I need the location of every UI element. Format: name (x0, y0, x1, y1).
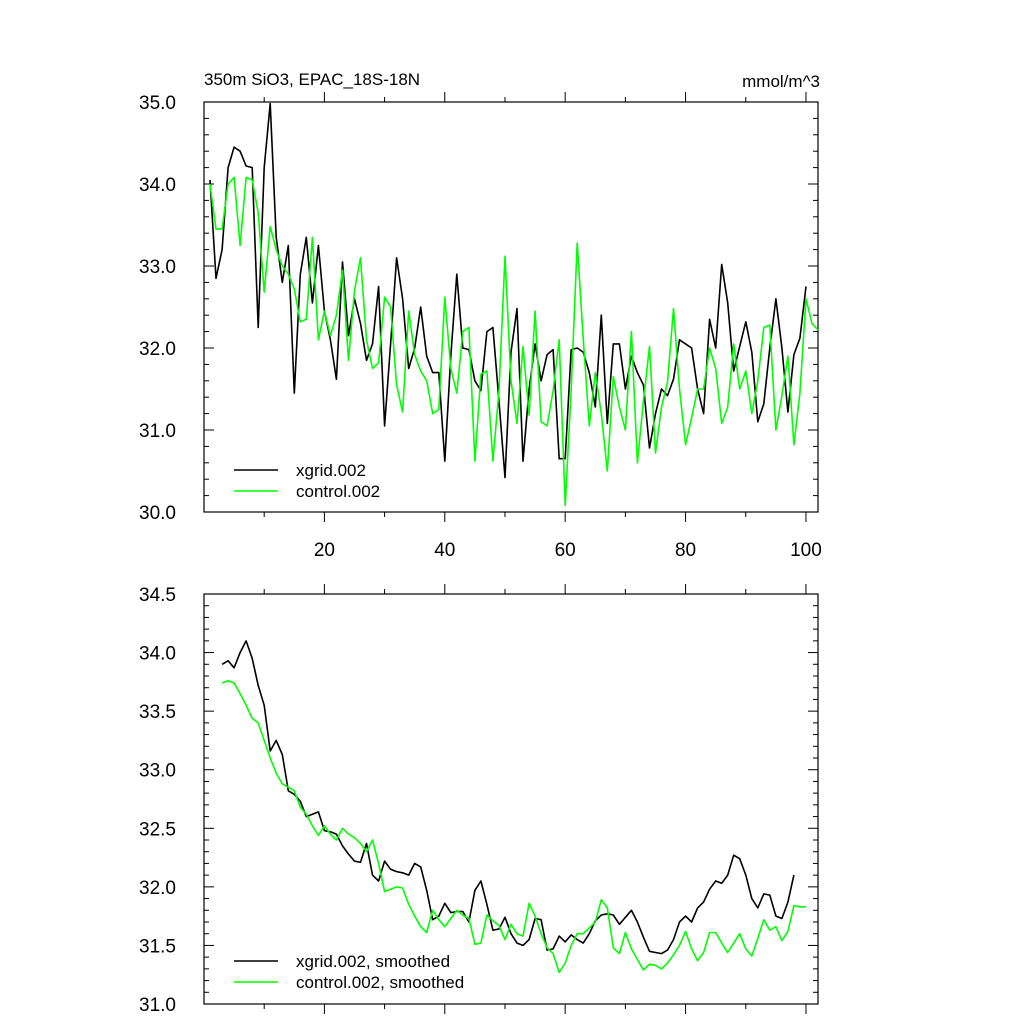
top-legend: xgrid.002 control.002 (234, 461, 380, 501)
top-chart-title: 350m SiO3, EPAC_18S-18N (204, 70, 420, 89)
top-legend-label-xgrid: xgrid.002 (296, 461, 366, 480)
top-ytick-label: 30.0 (139, 503, 176, 524)
bottom-axis-ticks: 34.5 34.0 33.5 33.0 32.5 32.0 31.5 31.0 (139, 584, 818, 1016)
bottom-series-line-xgrid (221, 640, 795, 955)
bottom-legend-label-xgrid: xgrid.002, smoothed (296, 952, 450, 971)
bottom-legend-label-control: control.002, smoothed (296, 973, 464, 992)
top-xtick-label: 100 (790, 540, 822, 561)
bottom-ytick-label: 31.5 (139, 936, 176, 957)
bottom-legend: xgrid.002, smoothed control.002, smoothe… (234, 952, 464, 992)
top-xtick-label: 80 (675, 540, 696, 561)
top-series-group (209, 102, 819, 507)
top-xtick-label: 40 (434, 540, 455, 561)
bottom-ytick-label: 33.0 (139, 761, 176, 782)
top-ytick-label: 31.0 (139, 421, 176, 442)
top-chart-units: mmol/m^3 (742, 72, 820, 91)
bottom-ytick-label: 32.5 (139, 819, 176, 840)
top-xtick-label: 60 (555, 540, 576, 561)
top-ytick-label: 34.0 (139, 175, 176, 196)
top-panel: 350m SiO3, EPAC_18S-18N mmol/m^3 35.0 34.… (139, 70, 822, 561)
bottom-panel: 34.5 34.0 33.5 33.0 32.5 32.0 31.5 31.0 xgrid.0… (139, 584, 819, 1016)
top-axis-ticks: 35.0 34.0 33.0 32.0 31.0 30.0 20 40 60 80 100 (139, 92, 822, 561)
bottom-ytick-label: 34.0 (139, 644, 176, 665)
top-ytick-label: 32.0 (139, 339, 176, 360)
top-ytick-label: 35.0 (139, 93, 176, 114)
top-plot-frame (203, 101, 819, 513)
bottom-ytick-label: 32.0 (139, 878, 176, 899)
bottom-ytick-label: 33.5 (139, 702, 176, 723)
bottom-series-group (221, 640, 806, 974)
bottom-ytick-label: 34.5 (139, 585, 176, 606)
top-ytick-label: 33.0 (139, 257, 176, 278)
bottom-ytick-label: 31.0 (139, 995, 176, 1016)
top-xtick-label: 20 (314, 540, 335, 561)
top-series-line-xgrid (209, 102, 807, 479)
bottom-series-line-control (221, 679, 806, 974)
top-legend-label-control: control.002 (296, 482, 380, 501)
bottom-plot-frame (203, 593, 819, 1005)
top-series-line-control (209, 176, 819, 507)
